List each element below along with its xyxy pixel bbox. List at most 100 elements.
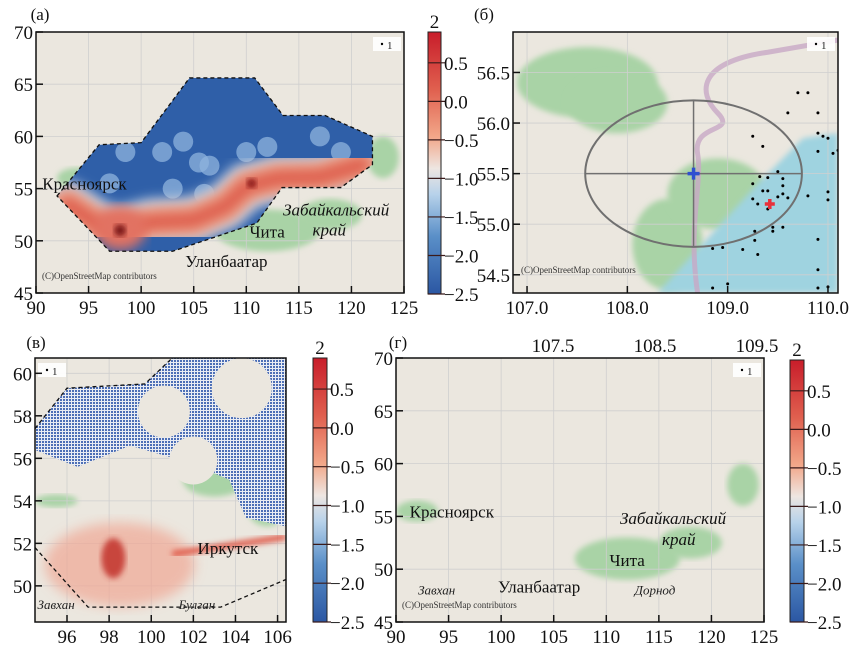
- y-tick-label: 55.5: [477, 165, 510, 186]
- light-spot: [152, 142, 173, 163]
- colorbar: [427, 31, 442, 295]
- map-label: край: [313, 221, 347, 240]
- map-area: (C)OpenStreetMap contributors 1: [513, 32, 838, 293]
- colorbar-tick-label: 0.0: [807, 420, 831, 441]
- event-point: [816, 149, 820, 153]
- colorbar-top-label: 2: [430, 12, 440, 33]
- legend-label: 1: [387, 40, 393, 52]
- x-tick-label: 90: [27, 298, 46, 319]
- y-tick-label: 55: [374, 507, 393, 528]
- y-tick-label: 56.0: [477, 114, 510, 135]
- x-tick-label: 100: [137, 627, 166, 648]
- y-tick-label: 50: [374, 560, 393, 581]
- map-label: Чита: [249, 223, 285, 242]
- event-point: [721, 245, 725, 249]
- event-point: [751, 134, 755, 138]
- colorbar-tick-label: −1.0: [330, 497, 364, 518]
- event-point: [771, 225, 775, 229]
- plot-frame: [395, 357, 765, 623]
- panel-label: (б): [474, 5, 494, 24]
- colorbar-tick-label: −1.5: [330, 535, 364, 556]
- panel-b: (C)OpenStreetMap contributors 1 107.0 108.0…: [474, 5, 849, 319]
- basemap: [396, 358, 764, 622]
- map-area: Красноярск Забайкальский край Чита Уланбаата…: [396, 358, 764, 622]
- colorbar-tick-label: −2.5: [330, 613, 364, 634]
- y-tick-label: 60: [374, 455, 393, 476]
- event-point: [726, 282, 730, 286]
- light-spot: [199, 155, 220, 176]
- map-label: Дорнод: [633, 583, 676, 598]
- colorbar-tick-label: −0.5: [330, 458, 364, 479]
- x-tick-label: 102: [179, 627, 208, 648]
- event-point: [781, 225, 785, 229]
- event-point: [753, 238, 757, 242]
- y-tick-label: 55: [14, 180, 33, 201]
- event-point: [751, 182, 755, 186]
- colorbar-tick-label: −2.0: [330, 574, 364, 595]
- masked-hole: [211, 358, 272, 419]
- border-line: [691, 37, 838, 293]
- colorbar-tick-label: −1.5: [444, 208, 478, 229]
- event-point: [821, 134, 825, 138]
- y-tick-label: 70: [374, 349, 393, 370]
- event-point: [816, 131, 820, 135]
- event-point: [766, 176, 770, 180]
- y-tick-label: 54.5: [477, 266, 510, 287]
- y-tick-label: 60: [14, 127, 33, 148]
- y-tick-label: 50: [13, 577, 32, 598]
- event-point: [776, 170, 780, 174]
- x-tick-label: 109.0: [706, 298, 749, 319]
- x-tick-label: 98: [100, 627, 119, 648]
- x-tick-label: 95: [79, 298, 98, 319]
- event-point: [816, 111, 820, 115]
- plot-frame: [35, 31, 405, 294]
- map-label: Красноярск: [410, 502, 495, 521]
- colorbar-tick-label: −2.0: [807, 574, 841, 595]
- green-area: [658, 526, 722, 559]
- map-label: Завхан: [418, 583, 455, 598]
- event-point: [826, 136, 830, 140]
- event-point: [753, 229, 757, 233]
- osm-attribution: (C)OpenStreetMap contributors: [521, 265, 636, 275]
- event-point: [816, 268, 820, 272]
- event-point: [781, 184, 785, 188]
- map-label: Уланбаатар: [498, 577, 580, 596]
- x-tick-label: 120: [697, 627, 726, 648]
- masked-hole: [137, 385, 190, 438]
- y-tick-label: 60: [13, 364, 32, 385]
- blue-cross-marker: [687, 167, 700, 180]
- event-point: [766, 189, 770, 193]
- event-point: [756, 202, 760, 206]
- event-point: [711, 246, 715, 250]
- x-tick-label: 110.0: [807, 298, 849, 319]
- y-tick-label: 70: [14, 23, 33, 44]
- light-spot: [173, 131, 194, 152]
- colorbar: [789, 359, 805, 623]
- x-tick-label: 125: [750, 627, 779, 648]
- event-point: [831, 151, 835, 155]
- x-tick-label: 90: [387, 627, 406, 648]
- legend-box: [373, 37, 401, 51]
- legend-label: 1: [747, 366, 753, 378]
- colorbar-tick-label: −0.5: [444, 131, 478, 152]
- colorbar: [312, 357, 328, 623]
- heatmap: [57, 77, 373, 252]
- light-spot: [99, 173, 120, 194]
- x-tick-label: 95: [439, 627, 458, 648]
- green-area: [727, 463, 759, 506]
- light-spot: [162, 178, 183, 199]
- map-label: Иркутск: [198, 539, 259, 558]
- y-tick-label: 65: [14, 75, 33, 96]
- light-spot: [257, 136, 278, 157]
- hotspot-core: [246, 178, 257, 189]
- x-tick-label: 106: [263, 627, 292, 648]
- x-tick-label: 100: [487, 627, 516, 648]
- x-tick-label: 105: [539, 627, 568, 648]
- colorbar-tick-label: 0.5: [330, 380, 354, 401]
- top-x-tick-label: 108.5: [634, 336, 677, 357]
- event-point: [761, 189, 765, 193]
- map-label: Красноярск: [42, 175, 127, 194]
- hotspot-core: [114, 224, 127, 237]
- y-tick-label: 50: [14, 232, 33, 253]
